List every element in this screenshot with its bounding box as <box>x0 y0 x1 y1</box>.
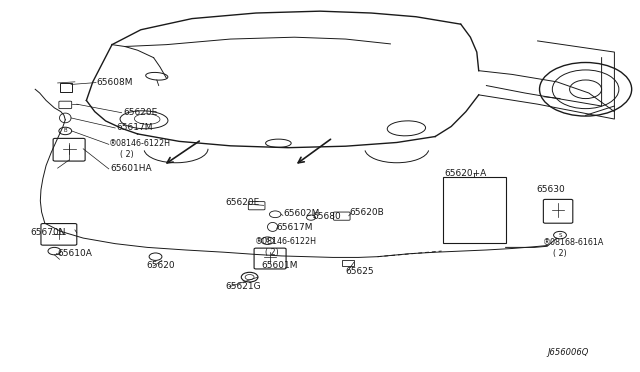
Text: J656006Q: J656006Q <box>547 348 589 357</box>
Text: 65625: 65625 <box>346 267 374 276</box>
Text: 65620E: 65620E <box>225 198 260 207</box>
Text: ( 2): ( 2) <box>553 249 566 258</box>
Text: 65620B: 65620B <box>349 208 384 217</box>
Text: 65621G: 65621G <box>225 282 261 291</box>
Text: 65670N: 65670N <box>31 228 66 237</box>
Text: ®08168-6161A: ®08168-6161A <box>543 238 604 247</box>
Text: 65680: 65680 <box>312 212 341 221</box>
Text: ( 2): ( 2) <box>120 150 134 159</box>
Text: 65620E: 65620E <box>123 108 157 117</box>
Text: ®08146-6122H: ®08146-6122H <box>109 139 171 148</box>
Text: 65602M: 65602M <box>283 209 319 218</box>
Text: 65601M: 65601M <box>261 262 298 270</box>
Text: ( 2): ( 2) <box>265 248 278 257</box>
Text: 65620+A: 65620+A <box>445 169 487 178</box>
Text: B: B <box>266 238 269 243</box>
Text: S: S <box>558 232 562 238</box>
Bar <box>443 177 506 243</box>
Text: 65617M: 65617M <box>276 223 313 232</box>
Text: 65601HA: 65601HA <box>110 164 152 173</box>
Text: 65608M: 65608M <box>96 78 132 87</box>
Text: B: B <box>63 128 67 134</box>
Text: 65610A: 65610A <box>58 249 92 258</box>
Text: ®08146-6122H: ®08146-6122H <box>255 237 317 246</box>
Text: 65617M: 65617M <box>116 124 153 132</box>
Text: 65630: 65630 <box>536 185 565 194</box>
Text: 65620: 65620 <box>146 262 175 270</box>
